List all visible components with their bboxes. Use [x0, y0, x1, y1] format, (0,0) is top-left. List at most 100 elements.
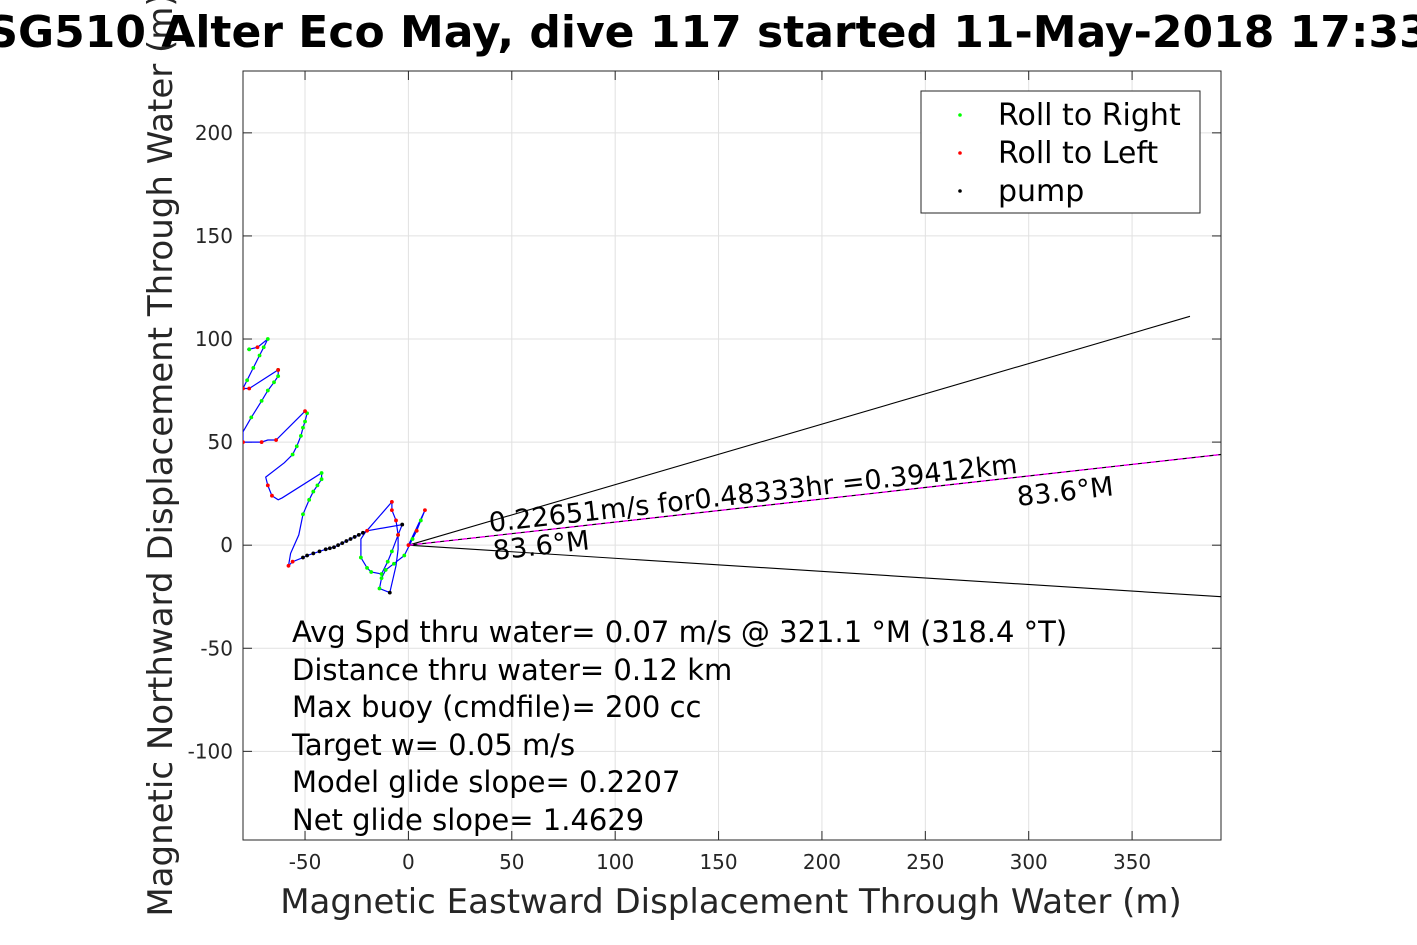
info-target-w: Target w= 0.05 m/s — [291, 728, 575, 762]
x-tick-label: -50 — [289, 850, 322, 874]
x-tick-label: 350 — [1113, 850, 1151, 874]
roll-right-point — [265, 388, 270, 393]
roll-right-point — [369, 570, 374, 574]
roll-right-point — [251, 365, 256, 370]
wedge-line — [408, 315, 1191, 546]
x-tick-label: 250 — [906, 850, 944, 874]
pump-points — [301, 522, 405, 595]
roll-left-points — [243, 345, 427, 568]
info-model-glide: Model glide slope= 0.2207 — [292, 765, 680, 799]
roll-right-point — [319, 477, 324, 482]
pump-point — [340, 541, 345, 546]
y-tick-labels: -100 -50 0 50 100 150 200 — [188, 121, 233, 763]
roll-right-point — [261, 345, 266, 350]
current-line — [408, 453, 1221, 546]
roll-left-point — [394, 518, 398, 523]
current-vector — [408, 453, 1221, 546]
roll-right-point — [311, 489, 316, 494]
y-tick-label: 0 — [220, 533, 233, 557]
roll-right-point — [389, 549, 394, 554]
roll-right-point — [383, 568, 388, 572]
roll-right-point — [379, 576, 384, 581]
pump-point — [305, 553, 309, 558]
roll-right-point — [303, 419, 307, 424]
roll-left-point — [389, 508, 394, 513]
roll-right-point — [365, 565, 369, 570]
x-tick-label: 0 — [402, 850, 415, 874]
roll-right-point — [272, 380, 276, 385]
legend-label-roll-left: Roll to Left — [998, 136, 1158, 171]
roll-right-point — [410, 537, 415, 541]
pump-point — [400, 522, 405, 527]
pump-point — [336, 543, 341, 548]
roll-right-point — [301, 512, 305, 517]
legend-box — [920, 90, 1201, 214]
roll-left-point — [303, 409, 307, 414]
y-tick-label: 150 — [195, 224, 233, 248]
pump-point — [332, 545, 336, 550]
pump-point — [387, 590, 392, 595]
roll-left-point — [243, 440, 245, 444]
roll-left-point — [274, 438, 278, 442]
legend-marker-pump — [958, 189, 962, 193]
pump-point — [301, 555, 305, 560]
roll-right-point — [402, 553, 407, 558]
roll-left-point — [396, 532, 400, 537]
roll-left-point — [270, 493, 274, 498]
x-tick-label: 150 — [699, 850, 737, 874]
y-tick-label: 50 — [208, 430, 233, 454]
roll-right-point — [290, 452, 295, 457]
legend-label-roll-right: Roll to Right — [998, 98, 1181, 133]
pump-point — [352, 535, 357, 539]
legend-label-pump: pump — [998, 174, 1084, 209]
chart-title: SG510 Alter Eco May, dive 117 started 11… — [0, 7, 1417, 58]
info-net-glide: Net glide slope= 1.4629 — [292, 803, 644, 837]
roll-right-point — [418, 518, 423, 523]
roll-left-point — [423, 508, 427, 513]
pump-point — [356, 532, 361, 537]
y-tick-label: -100 — [188, 739, 233, 763]
y-axis-label: Magnetic Northward Displacement Through … — [141, 0, 181, 917]
roll-right-point — [298, 434, 303, 438]
roll-right-point — [294, 444, 299, 449]
info-max-buoy: Max buoy (cmdfile)= 200 cc — [292, 690, 701, 724]
legend: Roll to Right Roll to Left pump — [920, 90, 1201, 214]
roll-left-point — [243, 386, 245, 391]
roll-right-point — [307, 497, 312, 502]
roll-right-point — [245, 378, 250, 383]
roll-right-point — [377, 586, 382, 591]
roll-left-point — [406, 543, 411, 548]
x-tick-labels: -50 0 50 100 150 200 250 300 350 — [289, 850, 1151, 874]
x-axis-label: Magnetic Eastward Displacement Through W… — [280, 882, 1182, 922]
roll-right-point — [319, 471, 324, 475]
x-tick-label: 300 — [1010, 850, 1048, 874]
info-distance: Distance thru water= 0.12 km — [292, 653, 732, 687]
roll-left-point — [276, 368, 281, 372]
pump-point — [323, 547, 328, 552]
roll-left-point — [414, 528, 419, 533]
roll-right-point — [276, 374, 281, 379]
roll-left-point — [255, 345, 260, 350]
pump-point — [317, 549, 322, 554]
roll-left-point — [365, 528, 369, 533]
roll-left-point — [259, 440, 264, 444]
pump-point — [344, 539, 349, 543]
roll-left-point — [286, 563, 291, 568]
roll-right-point — [379, 572, 384, 576]
roll-right-point — [301, 425, 305, 430]
x-tick-label: 200 — [803, 850, 841, 874]
y-tick-label: 200 — [195, 121, 233, 145]
roll-right-point — [249, 415, 254, 420]
roll-left-point — [290, 559, 295, 564]
pump-point — [327, 546, 332, 551]
info-avg-speed: Avg Spd thru water= 0.07 m/s @ 321.1 °M … — [292, 615, 1067, 649]
roll-right-point — [257, 353, 262, 358]
roll-right-point — [385, 559, 390, 564]
x-tick-label: 50 — [499, 850, 524, 874]
roll-right-point — [247, 347, 252, 352]
roll-right-point — [358, 555, 363, 560]
tick-marks — [243, 71, 1221, 840]
wedge-line — [408, 544, 1221, 598]
plot-border — [242, 70, 1222, 841]
